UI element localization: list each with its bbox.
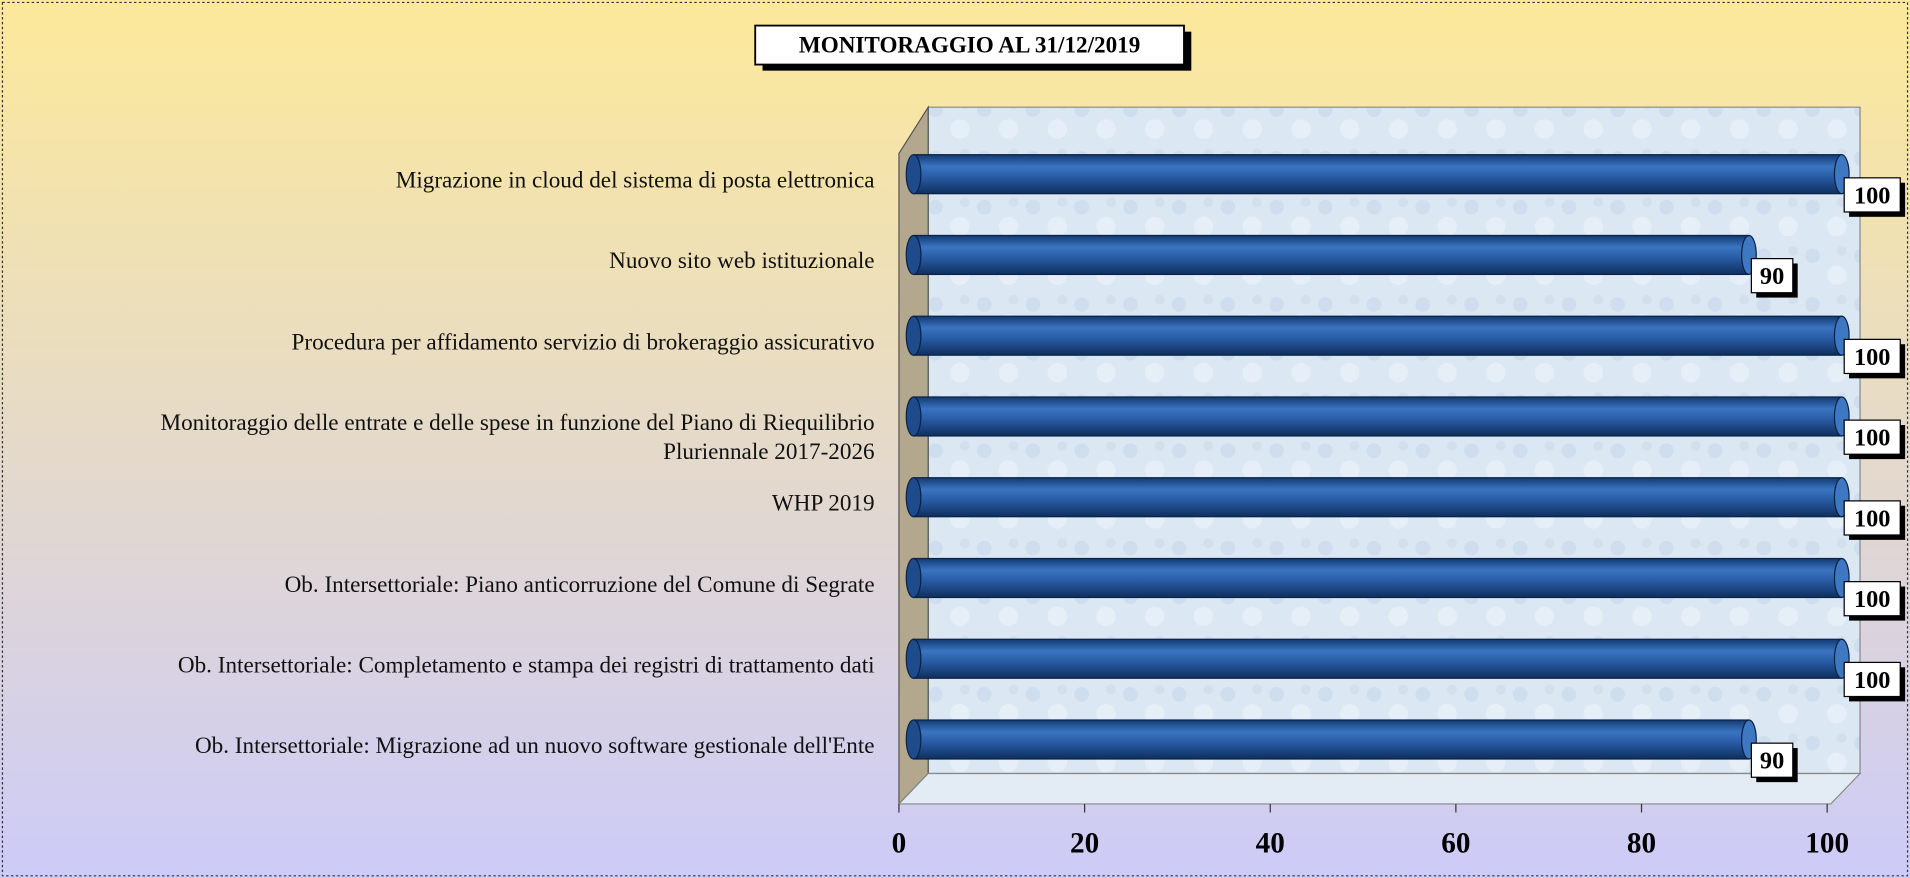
value-label: 100 <box>1854 425 1891 452</box>
bar-body <box>912 638 1843 679</box>
y-tick-label: Ob. Intersettoriale: Migrazione ad un nu… <box>194 733 875 759</box>
y-tick-label: Nuovo sito web istituzionale <box>609 248 875 275</box>
x-tick-label: 40 <box>1256 828 1285 860</box>
bar <box>905 154 1850 195</box>
title-box <box>754 24 1185 66</box>
value-label-box <box>1750 257 1794 294</box>
x-tick-label: 60 <box>1441 828 1470 860</box>
chart-title: MONITORAGGIO AL 31/12/2019 <box>799 32 1140 58</box>
category-label-box: Monitoraggio delle entrate e delle spese… <box>160 410 875 466</box>
bar-body <box>912 315 1843 356</box>
bar-start-cap <box>905 719 922 760</box>
side-wall <box>898 105 929 806</box>
value-label-box <box>1750 742 1794 778</box>
y-tick-label: Migrazione in cloud del sistema di posta… <box>395 168 875 194</box>
bar-body <box>912 396 1843 437</box>
bar-start-cap <box>905 234 922 276</box>
value-label: 100 <box>1854 667 1891 694</box>
value-label: 100 <box>1854 182 1891 209</box>
category-label-box: Ob. Intersettoriale: Piano anticorruzion… <box>284 571 875 598</box>
y-tick-label: Ob. Intersettoriale: Piano anticorruzion… <box>284 571 875 598</box>
value-label: 100 <box>1854 344 1891 371</box>
category-label-box: Ob. Intersettoriale: Migrazione ad un nu… <box>194 733 875 759</box>
bar <box>905 719 1757 760</box>
category-label-box: Migrazione in cloud del sistema di posta… <box>395 168 875 194</box>
value-label: 90 <box>1760 263 1784 290</box>
y-tick-label: Ob. Intersettoriale: Completamento e sta… <box>177 652 875 679</box>
category-label-box: Ob. Intersettoriale: Completamento e sta… <box>177 652 875 679</box>
category-label-box: Procedura per affidamento servizio di br… <box>291 329 875 356</box>
value-label-box <box>1843 661 1901 698</box>
value-label: 90 <box>1760 748 1784 775</box>
bar-body <box>912 557 1843 599</box>
bar-body <box>912 154 1843 195</box>
bar <box>905 315 1850 356</box>
bar <box>905 396 1850 437</box>
bar-start-cap <box>905 557 922 599</box>
value-label-box <box>1843 338 1901 375</box>
bar <box>905 638 1850 679</box>
y-tick-label: WHP 2019 <box>771 491 875 517</box>
y-tick-label: Monitoraggio delle entrate e delle spese… <box>160 410 875 466</box>
x-tick-label: 20 <box>1070 828 1099 860</box>
bar-body <box>912 477 1843 518</box>
x-tick-label: 0 <box>892 828 907 860</box>
bar <box>905 477 1850 518</box>
bar-start-cap <box>905 477 922 518</box>
bar-start-cap <box>905 315 922 356</box>
category-label-box: Nuovo sito web istituzionale <box>609 248 875 275</box>
bar-body <box>912 234 1750 276</box>
value-label-box <box>1843 177 1901 213</box>
value-label: 100 <box>1854 586 1891 613</box>
value-label-box <box>1843 500 1901 536</box>
category-label-box: WHP 2019 <box>771 491 875 517</box>
floor <box>897 772 1862 805</box>
value-label-box <box>1843 419 1901 455</box>
y-tick-label: Procedura per affidamento servizio di br… <box>291 329 875 356</box>
bar <box>905 234 1757 276</box>
x-tick-label: 100 <box>1805 828 1849 860</box>
bar-start-cap <box>905 154 922 195</box>
bar-start-cap <box>905 638 922 679</box>
bar-start-cap <box>905 396 922 437</box>
value-label-box <box>1843 581 1901 617</box>
bar <box>905 557 1850 599</box>
x-tick-label: 80 <box>1627 828 1656 860</box>
bar-body <box>912 719 1750 760</box>
value-label: 100 <box>1854 505 1891 532</box>
